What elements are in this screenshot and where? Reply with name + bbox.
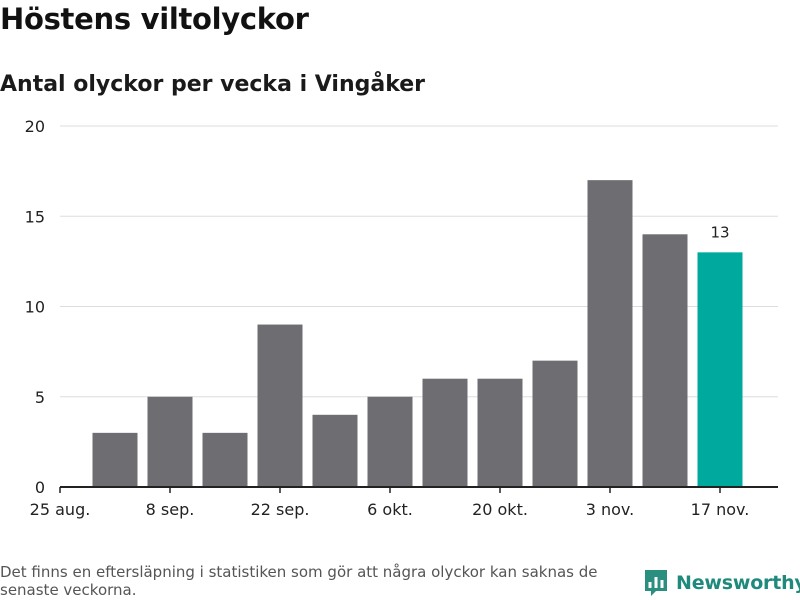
bar: [422, 378, 468, 487]
labels: 0 5 10 15 20 13 25 aug. 8 sep. 22 sep. 6 okt. 20 o…: [25, 117, 750, 519]
chart-title: Höstens viltolyckor: [0, 2, 309, 36]
bar-highlighted: [697, 252, 743, 487]
x-tick-label: 22 sep.: [251, 500, 310, 519]
x-tick-label: 6 okt.: [367, 500, 413, 519]
bar: [257, 324, 303, 487]
bar: [587, 180, 633, 487]
axes: [59, 486, 778, 493]
brand-name: Newsworthy: [676, 572, 800, 594]
y-tick-label: 5: [35, 388, 45, 407]
x-tick-label: 3 nov.: [586, 500, 635, 519]
x-tick-label: 17 nov.: [691, 500, 750, 519]
bar: [92, 432, 138, 487]
bar: [367, 396, 413, 487]
bar-chart: 0 5 10 15 20 13 25 aug. 8 sep. 22 sep. 6 okt. 20 o…: [25, 117, 778, 519]
bar-chart-logo-icon: [645, 570, 667, 596]
y-tick-label: 10: [25, 298, 45, 317]
bar: [532, 360, 578, 487]
data-label: 13: [710, 223, 729, 241]
bars: [92, 180, 743, 487]
footnote: Det finns en eftersläpning i statistiken…: [0, 563, 598, 599]
bar: [642, 234, 688, 487]
bar: [202, 432, 248, 487]
y-tick-label: 20: [25, 117, 45, 136]
bar: [312, 414, 358, 487]
chart-subtitle: Antal olyckor per vecka i Vingåker: [0, 72, 426, 97]
x-tick-label: 8 sep.: [146, 500, 195, 519]
bar: [147, 396, 193, 487]
bar: [477, 378, 523, 487]
x-tick-label: 25 aug.: [30, 500, 91, 519]
brand-logo: Newsworthy: [644, 569, 800, 597]
y-tick-label: 15: [25, 207, 45, 226]
y-tick-label: 0: [35, 478, 45, 497]
x-tick-label: 20 okt.: [472, 500, 528, 519]
